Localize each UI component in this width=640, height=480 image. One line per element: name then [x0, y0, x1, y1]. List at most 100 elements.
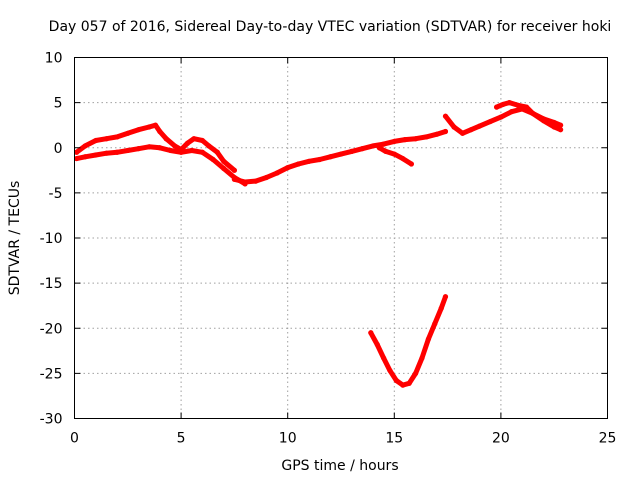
series-arc-3-upper: [494, 100, 564, 128]
data-point: [74, 155, 80, 162]
series-v-curve: [368, 294, 449, 388]
x-tick-label: 20: [492, 431, 510, 447]
data-point: [82, 154, 88, 160]
y-tick-label: -25: [40, 366, 63, 382]
data-point: [210, 156, 216, 163]
data-point: [125, 147, 131, 154]
data-point: [114, 134, 120, 140]
data-point: [551, 119, 557, 126]
data-point: [295, 161, 301, 167]
grid: [74, 57, 608, 419]
data-point: [172, 143, 178, 149]
series-arc-2: [231, 128, 449, 185]
data-point: [103, 150, 110, 156]
data-point: [221, 165, 227, 172]
data-point: [391, 138, 397, 145]
x-tick-label: 25: [599, 431, 617, 447]
data-point: [442, 113, 449, 119]
data-point: [263, 174, 269, 181]
y-tick-labels: 10 5 0 -5 -10 -15 -20 -25 -30: [40, 51, 63, 428]
series-arc-2-branch: [376, 145, 414, 167]
data-point: [413, 370, 419, 376]
data-point: [231, 176, 237, 182]
data-point: [402, 137, 408, 143]
data-point: [146, 144, 152, 150]
y-tick-label: -10: [40, 231, 63, 247]
data-point: [557, 122, 564, 128]
series-line: [368, 294, 448, 388]
y-tick-label: 5: [54, 96, 63, 112]
data-point: [199, 149, 206, 155]
data-point: [393, 377, 400, 384]
data-point: [103, 136, 110, 142]
data-point: [189, 147, 195, 154]
data-point: [381, 141, 387, 147]
data-point: [327, 154, 333, 160]
data-point: [406, 380, 412, 386]
data-point: [423, 134, 429, 140]
data-point: [163, 136, 169, 142]
data-point: [498, 114, 504, 120]
data-point: [413, 136, 419, 142]
data-point: [199, 137, 206, 144]
y-tick-label: 0: [54, 141, 63, 157]
data-point: [242, 179, 248, 185]
data-point: [338, 151, 344, 157]
data-point: [487, 118, 493, 125]
data-point: [383, 148, 389, 154]
data-point: [476, 123, 483, 129]
y-tick-label: -5: [49, 186, 63, 202]
data-point: [442, 128, 449, 135]
data-point: [306, 158, 312, 164]
y-tick-label: -30: [40, 412, 63, 428]
data-point: [442, 294, 449, 300]
data-point: [508, 109, 515, 115]
series-arc-1-upper: [74, 122, 237, 173]
data-point: [381, 355, 387, 361]
data-point: [125, 130, 131, 136]
data-point: [400, 382, 406, 388]
data-point: [359, 146, 365, 152]
data-point: [451, 124, 457, 130]
data-point: [530, 110, 536, 117]
chart-title: Day 057 of 2016, Sidereal Day-to-day VTE…: [49, 19, 612, 35]
axis-ticks: [74, 57, 608, 419]
series-arc-1-lower: [74, 144, 248, 187]
data-point: [370, 143, 376, 149]
data-point: [408, 161, 414, 167]
x-tick-label: 10: [279, 431, 297, 447]
data-point: [432, 321, 438, 327]
data-point: [167, 147, 174, 154]
x-axis-label: GPS time / hours: [281, 458, 398, 474]
y-tick-label: -15: [40, 276, 63, 292]
data-point: [206, 143, 212, 149]
data-point: [494, 104, 500, 110]
data-point: [178, 149, 184, 155]
data-point: [146, 124, 152, 130]
data-point: [374, 341, 380, 348]
data-point: [419, 355, 425, 361]
y-axis-label: SDTVAR / TECUs: [7, 181, 23, 296]
data-point: [523, 104, 530, 110]
data-point: [157, 145, 163, 151]
data-point: [285, 165, 291, 171]
x-tick-labels: 0 5 10 15 20 25: [70, 431, 616, 447]
data-point: [468, 127, 474, 133]
data-point: [82, 143, 88, 149]
data-point: [500, 101, 506, 108]
x-tick-label: 0: [70, 431, 79, 447]
data-point: [434, 131, 440, 137]
data-point: [400, 155, 406, 162]
data-point: [191, 136, 197, 142]
y-tick-label: 10: [45, 51, 63, 67]
data-point: [74, 149, 80, 155]
data-point: [157, 128, 163, 135]
data-point: [459, 130, 466, 136]
data-point: [557, 127, 564, 133]
x-tick-label: 15: [385, 431, 403, 447]
x-tick-label: 5: [177, 431, 186, 447]
data-point: [540, 116, 547, 122]
data-point: [214, 149, 220, 155]
data-point: [184, 140, 191, 146]
data-point: [93, 137, 99, 144]
